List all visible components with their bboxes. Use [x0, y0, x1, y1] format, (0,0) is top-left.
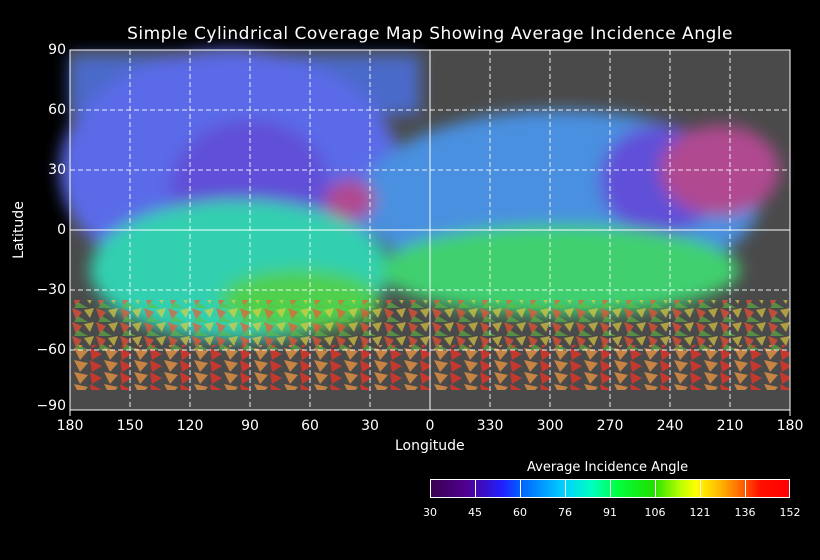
x-tick: 180	[776, 418, 804, 434]
map-title: Simple Cylindrical Coverage Map Showing …	[127, 24, 733, 44]
colorbar-tick: 152	[779, 506, 801, 519]
y-tick: 90	[48, 42, 66, 58]
x-tick: 300	[536, 418, 564, 434]
colorbar-tick: 45	[468, 506, 482, 519]
x-tick: 270	[596, 418, 624, 434]
x-tick: 60	[301, 418, 319, 434]
y-tick: 0	[57, 222, 66, 238]
y-tick: −90	[36, 398, 66, 414]
y-tick: −30	[36, 282, 66, 298]
x-axis-label: Longitude	[395, 438, 465, 454]
colorbar-tick: 91	[603, 506, 617, 519]
x-tick: 150	[116, 418, 144, 434]
colorbar-tick: 76	[558, 506, 572, 519]
colorbar	[430, 479, 790, 498]
y-tick: 60	[48, 102, 66, 118]
y-tick: −60	[36, 342, 66, 358]
colorbar-tick: 121	[689, 506, 711, 519]
y-tick: 30	[48, 162, 66, 178]
colorbar-tick: 60	[513, 506, 527, 519]
x-tick: 210	[716, 418, 744, 434]
x-tick: 30	[361, 418, 379, 434]
colorbar-tick: 136	[734, 506, 756, 519]
y-axis-label: Latitude	[10, 201, 27, 259]
x-tick: 120	[176, 418, 204, 434]
x-tick: 180	[56, 418, 84, 434]
colorbar-title: Average Incidence Angle	[527, 460, 689, 475]
x-tick: 330	[476, 418, 504, 434]
colorbar-tick: 106	[644, 506, 666, 519]
colorbar-tick: 30	[423, 506, 437, 519]
x-tick: 0	[425, 418, 435, 434]
x-tick: 90	[241, 418, 259, 434]
x-tick: 240	[656, 418, 684, 434]
